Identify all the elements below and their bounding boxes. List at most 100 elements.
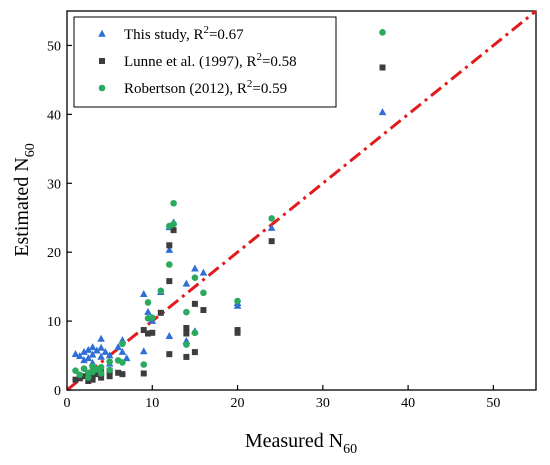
x-axis-title: Measured N60	[245, 430, 357, 457]
data-point-square	[234, 329, 241, 336]
x-tick-label: 0	[64, 396, 71, 411]
data-point-square	[170, 227, 177, 234]
data-point-triangle	[165, 332, 174, 340]
data-point-circle	[140, 361, 148, 368]
data-point-square	[200, 307, 207, 314]
data-point-circle	[97, 370, 105, 377]
y-axis-title: Estimated N60	[11, 143, 38, 256]
data-point-triangle	[71, 349, 80, 357]
data-point-square	[145, 330, 152, 337]
data-point-square	[166, 351, 173, 358]
legend-label: Robertson (2012), R2=0.59	[124, 78, 287, 97]
data-point-triangle	[378, 108, 387, 116]
x-tick-label: 10	[145, 396, 159, 411]
legend-label: This study, R2=0.67	[124, 24, 244, 43]
reference-line-group	[66, 9, 537, 392]
data-point-circle	[80, 365, 88, 372]
data-point-triangle	[114, 343, 122, 351]
data-point-square	[157, 309, 164, 316]
data-point-triangle	[88, 350, 97, 358]
data-point-triangle	[101, 347, 110, 355]
data-point-circle	[72, 367, 79, 375]
data-point-circle	[183, 341, 190, 348]
data-point-triangle	[88, 343, 97, 351]
data-point-triangle	[97, 352, 105, 360]
data-point-triangle	[165, 245, 174, 253]
legend-marker-triangle	[98, 29, 106, 37]
data-point-circle	[379, 29, 386, 36]
legend-marker-circle	[98, 84, 106, 92]
data-point-square	[72, 376, 79, 383]
data-point-triangle	[80, 347, 88, 355]
x-tick-label: 20	[231, 396, 245, 411]
data-point-circle	[200, 289, 207, 297]
data-point-triangle	[139, 347, 148, 355]
data-point-triangle	[144, 307, 152, 315]
data-point-square	[379, 64, 386, 71]
data-points-group	[71, 29, 387, 385]
data-point-circle	[148, 314, 156, 321]
data-point-square	[166, 242, 173, 249]
data-point-circle	[85, 374, 92, 381]
data-point-triangle	[267, 223, 276, 231]
x-tick-label: 50	[486, 396, 500, 411]
legend-marker-square	[99, 58, 105, 64]
data-point-triangle	[84, 345, 93, 353]
data-point-square	[89, 376, 96, 383]
data-point-square	[140, 370, 147, 377]
legend-label: Lunne et al. (1997), R2=0.58	[124, 51, 297, 70]
x-tick-label: 40	[401, 396, 415, 411]
reference-line-1-to-1	[66, 9, 537, 392]
data-point-square	[93, 371, 100, 378]
data-point-triangle	[97, 343, 105, 351]
data-point-square	[115, 369, 122, 376]
data-point-triangle	[182, 279, 191, 287]
y-tick-label: 50	[47, 39, 61, 54]
data-point-square	[119, 371, 126, 378]
data-point-triangle	[233, 301, 242, 309]
data-point-circle	[106, 366, 113, 374]
data-point-circle	[268, 215, 275, 222]
data-point-triangle	[122, 354, 131, 362]
data-point-square	[183, 330, 190, 337]
data-point-triangle	[105, 351, 114, 359]
data-point-circle	[144, 299, 152, 306]
data-point-square	[149, 329, 156, 336]
data-point-circle	[97, 363, 105, 371]
x-tick-label: 30	[316, 396, 330, 411]
data-point-square	[85, 378, 92, 385]
data-point-triangle	[139, 290, 148, 298]
data-point-square	[89, 373, 96, 380]
data-point-triangle	[93, 346, 101, 354]
data-point-circle	[170, 220, 177, 228]
data-point-square	[183, 353, 190, 360]
data-point-triangle	[118, 347, 127, 355]
data-point-triangle	[84, 354, 93, 362]
data-point-square	[106, 373, 113, 380]
data-point-square	[76, 375, 83, 382]
y-tick-label: 30	[47, 177, 61, 192]
data-point-triangle	[191, 264, 199, 272]
data-point-square	[166, 278, 173, 285]
data-point-square	[98, 374, 105, 381]
data-point-triangle	[80, 356, 88, 364]
data-point-circle	[106, 358, 113, 366]
data-point-square	[81, 373, 88, 380]
data-point-circle	[234, 297, 241, 305]
data-point-square	[268, 238, 275, 245]
data-point-square	[191, 349, 198, 356]
data-point-circle	[119, 340, 126, 348]
axis-ticks-group: 0 10 20 30 40 50 0 10 20 30 40 50	[47, 39, 500, 411]
legend-box	[73, 16, 337, 108]
data-point-triangle	[75, 352, 84, 360]
data-point-circle	[183, 308, 190, 316]
data-point-triangle	[199, 268, 208, 276]
y-tick-label: 0	[54, 384, 61, 399]
data-point-square	[191, 300, 198, 307]
data-point-circle	[170, 199, 177, 207]
data-point-circle	[119, 359, 126, 366]
y-tick-label: 40	[47, 108, 61, 123]
data-point-circle	[191, 329, 199, 337]
data-point-circle	[76, 371, 84, 379]
